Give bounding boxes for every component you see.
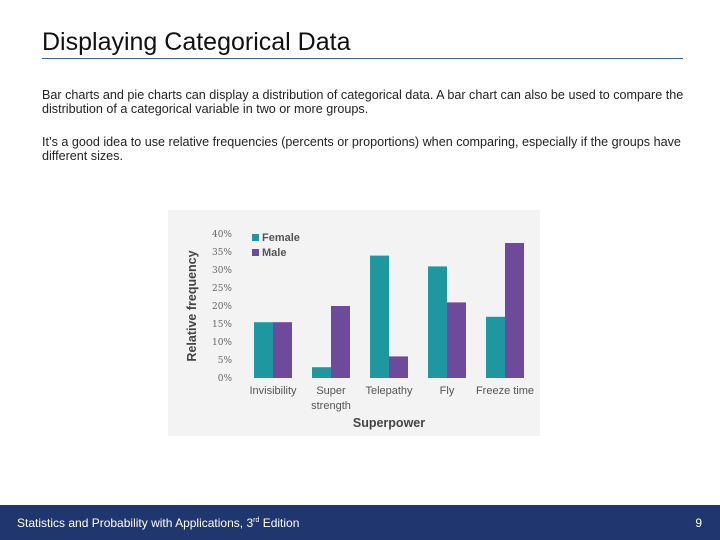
bar-female xyxy=(254,322,273,378)
bar-male xyxy=(273,322,292,378)
y-tick-label: 10% xyxy=(212,338,232,348)
slide-title: Displaying Categorical Data xyxy=(42,28,351,56)
y-tick-label: 30% xyxy=(212,266,232,276)
bar-male xyxy=(331,306,350,378)
footer-text-main: Statistics and Probability with Applicat… xyxy=(17,516,254,530)
x-tick-label: strength xyxy=(311,400,351,412)
legend-swatch-male xyxy=(252,249,259,256)
legend-swatch-female xyxy=(252,234,259,241)
bar-chart: 0% 5% 10% 15% 20% 25% 30% 35% 40% Relative freque… xyxy=(185,230,534,430)
bar-female xyxy=(370,255,389,378)
x-tick-label: Freeze time xyxy=(476,385,534,397)
y-tick-label: 25% xyxy=(212,284,232,294)
bar-female xyxy=(486,316,505,378)
x-tick-label: Telepathy xyxy=(365,385,413,397)
body-paragraph-2: It’s a good idea to use relative frequen… xyxy=(42,135,681,163)
title-divider xyxy=(42,58,683,59)
bar-female xyxy=(428,266,447,378)
y-tick-label: 20% xyxy=(212,302,232,312)
footer-bar: Statistics and Probability with Applicat… xyxy=(0,505,720,540)
x-tick-label: Invisibility xyxy=(249,385,297,397)
bar-male xyxy=(447,302,466,378)
y-tick-label: 5% xyxy=(218,356,233,366)
chart-figure: 0% 5% 10% 15% 20% 25% 30% 35% 40% Relative freque… xyxy=(168,210,540,436)
x-tick-label: Fly xyxy=(440,385,455,397)
footer-citation: Statistics and Probability with Applicat… xyxy=(17,516,299,530)
legend-label-female: Female xyxy=(262,232,300,244)
footer-text-superscript: rd xyxy=(253,517,260,524)
y-axis-title: Relative frequency xyxy=(185,250,199,361)
y-tick-label: 15% xyxy=(212,320,232,330)
x-axis-title: Superpower xyxy=(353,416,425,430)
y-tick-label: 0% xyxy=(218,374,233,384)
bar-male xyxy=(505,243,524,378)
page-number: 9 xyxy=(695,516,702,530)
body-paragraph-1: Bar charts and pie charts can display a … xyxy=(42,88,684,116)
bar-male xyxy=(389,356,408,378)
x-tick-label: Super xyxy=(316,385,346,397)
y-tick-label: 35% xyxy=(212,248,232,258)
bar-female xyxy=(312,367,331,378)
y-tick-label: 40% xyxy=(212,230,232,240)
legend-label-male: Male xyxy=(262,247,286,259)
footer-text-edition: Edition xyxy=(259,516,300,530)
